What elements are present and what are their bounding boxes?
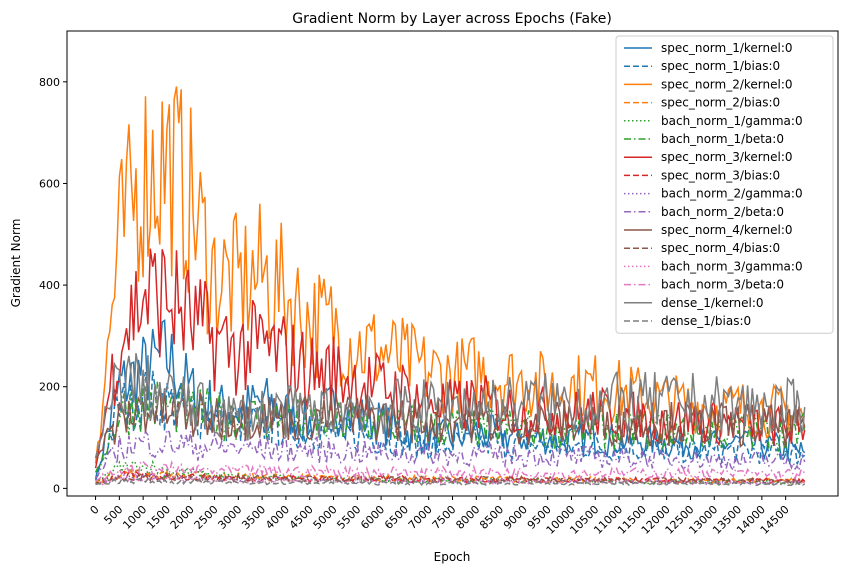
legend-label: spec_norm_2/kernel:0 bbox=[661, 77, 793, 91]
legend-label: spec_norm_1/kernel:0 bbox=[661, 41, 793, 55]
series-line bbox=[95, 428, 806, 479]
legend-label: spec_norm_4/kernel:0 bbox=[661, 223, 793, 237]
legend-box bbox=[615, 35, 834, 334]
legend-label: bach_norm_2/beta:0 bbox=[661, 205, 784, 219]
legend-label: spec_norm_1/bias:0 bbox=[661, 59, 780, 73]
series-line bbox=[94, 353, 806, 458]
x-tick-label: 8000 bbox=[453, 503, 482, 532]
x-tick-label: 6000 bbox=[358, 503, 387, 532]
series-line bbox=[95, 474, 806, 486]
x-tick-label: 4000 bbox=[263, 503, 292, 532]
x-tick-label: 7000 bbox=[406, 503, 435, 532]
legend-label: dense_1/bias:0 bbox=[661, 314, 751, 328]
x-tick-label: 0 bbox=[88, 503, 102, 517]
y-tick-label: 400 bbox=[39, 279, 60, 292]
plot-lines bbox=[94, 86, 806, 487]
x-tick-label: 2000 bbox=[168, 503, 197, 532]
legend: spec_norm_1/kernel:0 spec_norm_1/bias:0sp… bbox=[615, 35, 834, 334]
x-tick-label: 5000 bbox=[311, 503, 340, 532]
x-tick-label: 1000 bbox=[120, 503, 149, 532]
x-tick-label: 3500 bbox=[239, 503, 268, 532]
x-tick-label: 2500 bbox=[192, 503, 221, 532]
legend-label: spec_norm_3/kernel:0 bbox=[661, 150, 793, 164]
legend-label: bach_norm_3/gamma:0 bbox=[661, 259, 803, 273]
legend-label: spec_norm_3/bias:0 bbox=[661, 168, 780, 182]
legend-label: bach_norm_2/gamma:0 bbox=[661, 187, 803, 201]
legend-label: bach_norm_1/beta:0 bbox=[661, 132, 784, 146]
x-axis-label: Epoch bbox=[434, 550, 471, 564]
x-tick-label: 6500 bbox=[382, 503, 411, 532]
y-axis: 0 200 400 600 800 bbox=[39, 76, 67, 495]
x-axis: 0 500100015002000250030003500400045005000… bbox=[88, 496, 792, 537]
x-tick-label: 3000 bbox=[215, 503, 244, 532]
legend-label: spec_norm_4/bias:0 bbox=[661, 241, 780, 255]
y-tick-label: 600 bbox=[39, 177, 60, 190]
y-tick-label: 800 bbox=[39, 76, 60, 89]
series-line bbox=[95, 477, 806, 487]
x-tick-label: 4500 bbox=[287, 503, 316, 532]
legend-label: bach_norm_1/gamma:0 bbox=[661, 114, 803, 128]
y-tick-label: 200 bbox=[39, 381, 60, 394]
y-axis-label: Gradient Norm bbox=[9, 219, 23, 308]
x-tick-label: 9000 bbox=[501, 503, 530, 532]
x-tick-label: 8500 bbox=[477, 503, 506, 532]
chart-title: Gradient Norm by Layer across Epochs (Fa… bbox=[292, 11, 612, 27]
legend-label: spec_norm_2/bias:0 bbox=[661, 96, 780, 110]
legend-label: bach_norm_3/beta:0 bbox=[661, 278, 784, 292]
y-tick-label: 0 bbox=[53, 482, 60, 495]
x-tick-label: 7500 bbox=[430, 503, 459, 532]
x-tick-label: 1500 bbox=[144, 503, 173, 532]
x-tick-label: 5500 bbox=[334, 503, 363, 532]
legend-label: dense_1/kernel:0 bbox=[661, 296, 764, 310]
